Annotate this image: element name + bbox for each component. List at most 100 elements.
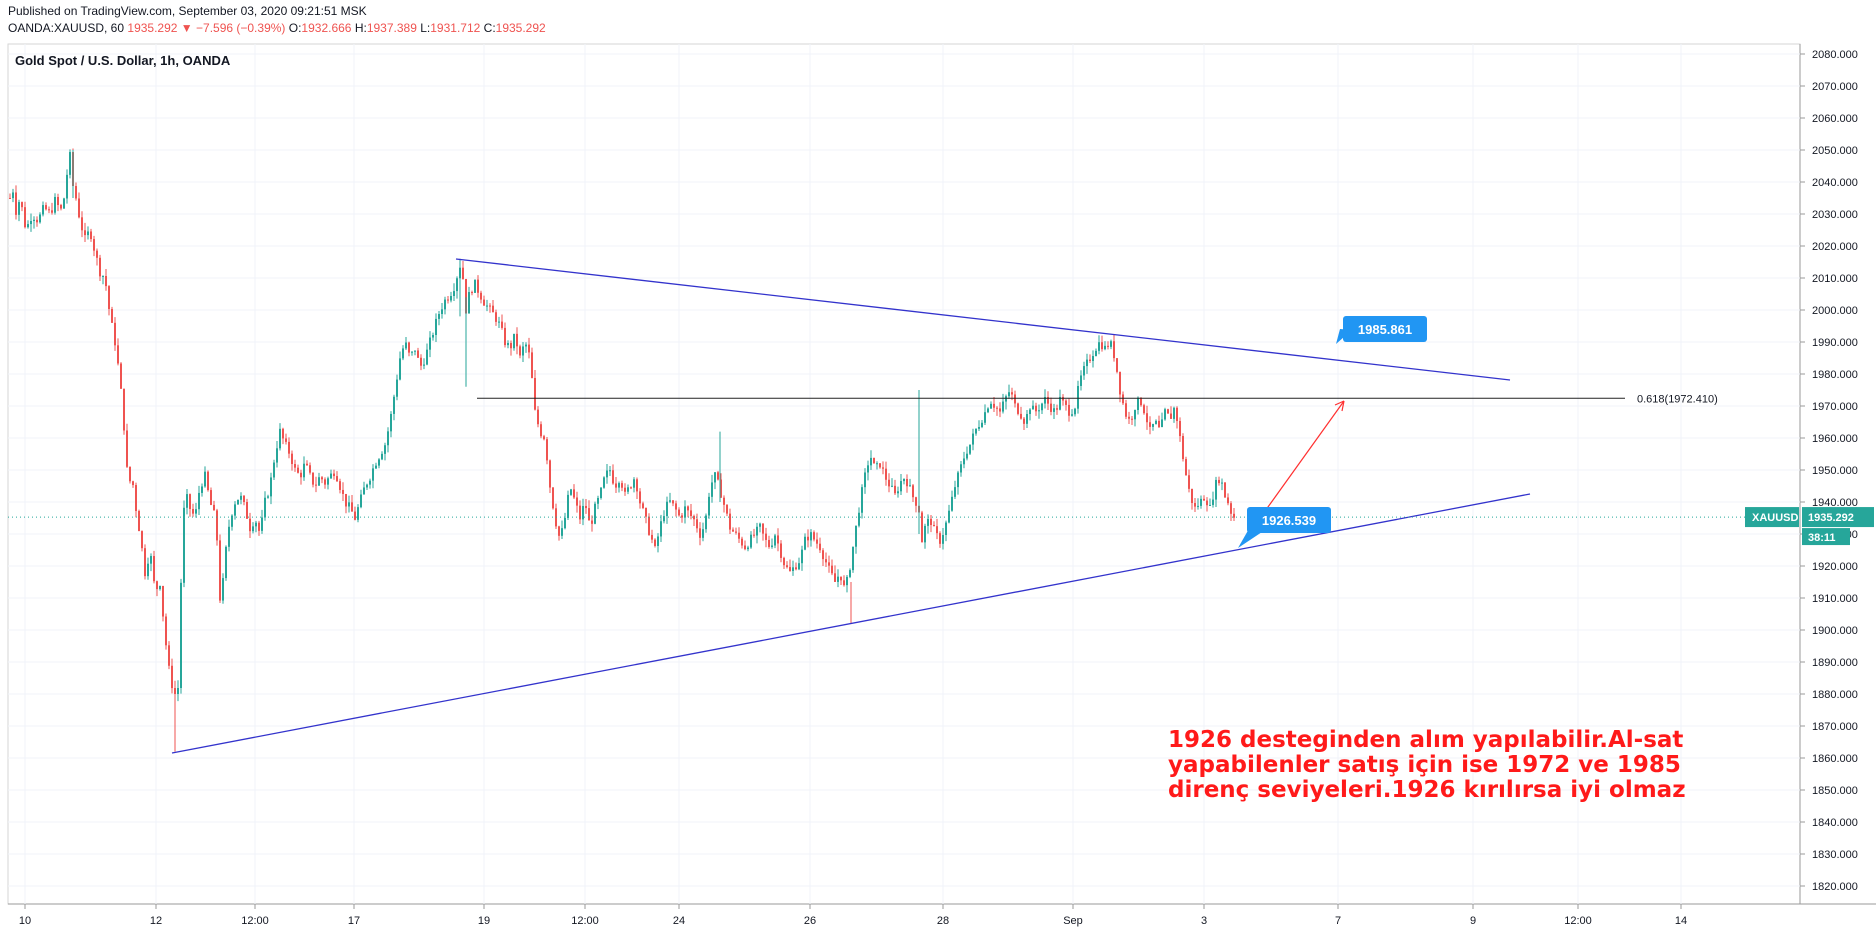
candle-body [969, 444, 971, 454]
candle-body [753, 534, 755, 536]
candle-body [630, 487, 632, 489]
candle-body [867, 465, 869, 473]
candle-body [1212, 499, 1214, 505]
low-value: 1931.712 [430, 21, 481, 35]
candle-body [579, 505, 581, 520]
candle-body [1227, 497, 1229, 504]
y-tick-label: 2060.000 [1812, 113, 1858, 125]
candle-body [201, 486, 203, 493]
candle-body [525, 344, 527, 347]
candle-body [249, 518, 251, 532]
candle-body [66, 174, 68, 199]
candle-body [558, 526, 560, 536]
candle-body [1083, 366, 1085, 376]
candle-body [765, 533, 767, 540]
candle-body [570, 489, 572, 495]
candle-body [477, 279, 479, 293]
candle-body [825, 559, 827, 563]
candle-body [36, 219, 38, 223]
candle-body [999, 408, 1001, 412]
candle-body [150, 556, 152, 564]
candle-body [432, 335, 434, 338]
x-tick-label: 28 [937, 915, 949, 927]
candle-body [1113, 341, 1115, 359]
y-tick-label: 1970.000 [1812, 401, 1858, 413]
candle-body [1005, 396, 1007, 402]
candle-body [24, 207, 26, 228]
candle-body [651, 534, 653, 540]
candle-body [471, 292, 473, 294]
candle-body [732, 529, 734, 532]
candle-body [414, 350, 416, 352]
candle-body [243, 495, 245, 502]
x-tick-label: 19 [478, 915, 490, 927]
candle-body [849, 570, 851, 577]
candle-body [930, 518, 932, 525]
candle-body [93, 239, 95, 251]
candle-body [336, 476, 338, 482]
candle-body [495, 312, 497, 322]
symbol-name: OANDA:XAUUSD, 60 [8, 21, 125, 35]
candle-body [1038, 410, 1040, 412]
candle-body [855, 525, 857, 547]
candle-body [381, 453, 383, 460]
fib-level-label: 0.618(1972.410) [1637, 393, 1718, 405]
candle-body [390, 413, 392, 432]
candle-body [927, 518, 929, 526]
candle-body [573, 489, 575, 498]
candle-body [1155, 420, 1157, 424]
candle-body [429, 337, 431, 350]
candle-body [480, 292, 482, 300]
open-label: O: [288, 21, 302, 35]
candle-body [1047, 396, 1049, 404]
candle-body [645, 508, 647, 517]
close-label: C: [483, 21, 496, 35]
candle-body [1221, 482, 1223, 484]
candle-body [102, 276, 104, 278]
candle-body [1059, 396, 1061, 410]
candle-body [795, 567, 797, 570]
candle-body [744, 545, 746, 550]
candle-body [606, 470, 608, 478]
candle-body [375, 465, 377, 469]
candle-body [546, 439, 548, 461]
candle-body [669, 500, 671, 502]
candle-body [237, 499, 239, 505]
candle-body [771, 545, 773, 547]
price-tag-text: 1935.292 [1808, 512, 1854, 524]
candle-body [780, 543, 782, 558]
candle-body [636, 479, 638, 492]
candle-body [585, 505, 587, 509]
candle-body [393, 396, 395, 414]
candle-body [462, 267, 464, 279]
candle-body [402, 348, 404, 359]
candle-body [1017, 403, 1019, 414]
candle-body [360, 494, 362, 508]
candle-body [720, 479, 722, 498]
x-tick-label: 12:00 [241, 915, 269, 927]
candle-body [483, 299, 485, 306]
candle-body [1170, 413, 1172, 419]
candle-body [195, 509, 197, 514]
candle-body [231, 515, 233, 527]
candle-body [966, 453, 968, 459]
candle-body [210, 490, 212, 505]
candle-body [678, 509, 680, 516]
candle-body [123, 388, 125, 431]
candle-body [453, 291, 455, 297]
callout-text: 1985.861 [1358, 322, 1412, 337]
countdown-text: 38:11 [1808, 532, 1836, 544]
candle-body [1041, 403, 1043, 411]
candle-body [174, 688, 176, 695]
candle-body [759, 523, 761, 527]
candle-body [426, 349, 428, 365]
candle-body [396, 379, 398, 397]
candle-body [1086, 359, 1088, 367]
x-tick-label: 7 [1335, 915, 1341, 927]
x-tick-label: Sep [1063, 915, 1083, 927]
candle-body [549, 460, 551, 488]
y-tick-label: 1950.000 [1812, 465, 1858, 477]
candle-body [675, 503, 677, 510]
x-tick-label: 10 [19, 915, 31, 927]
